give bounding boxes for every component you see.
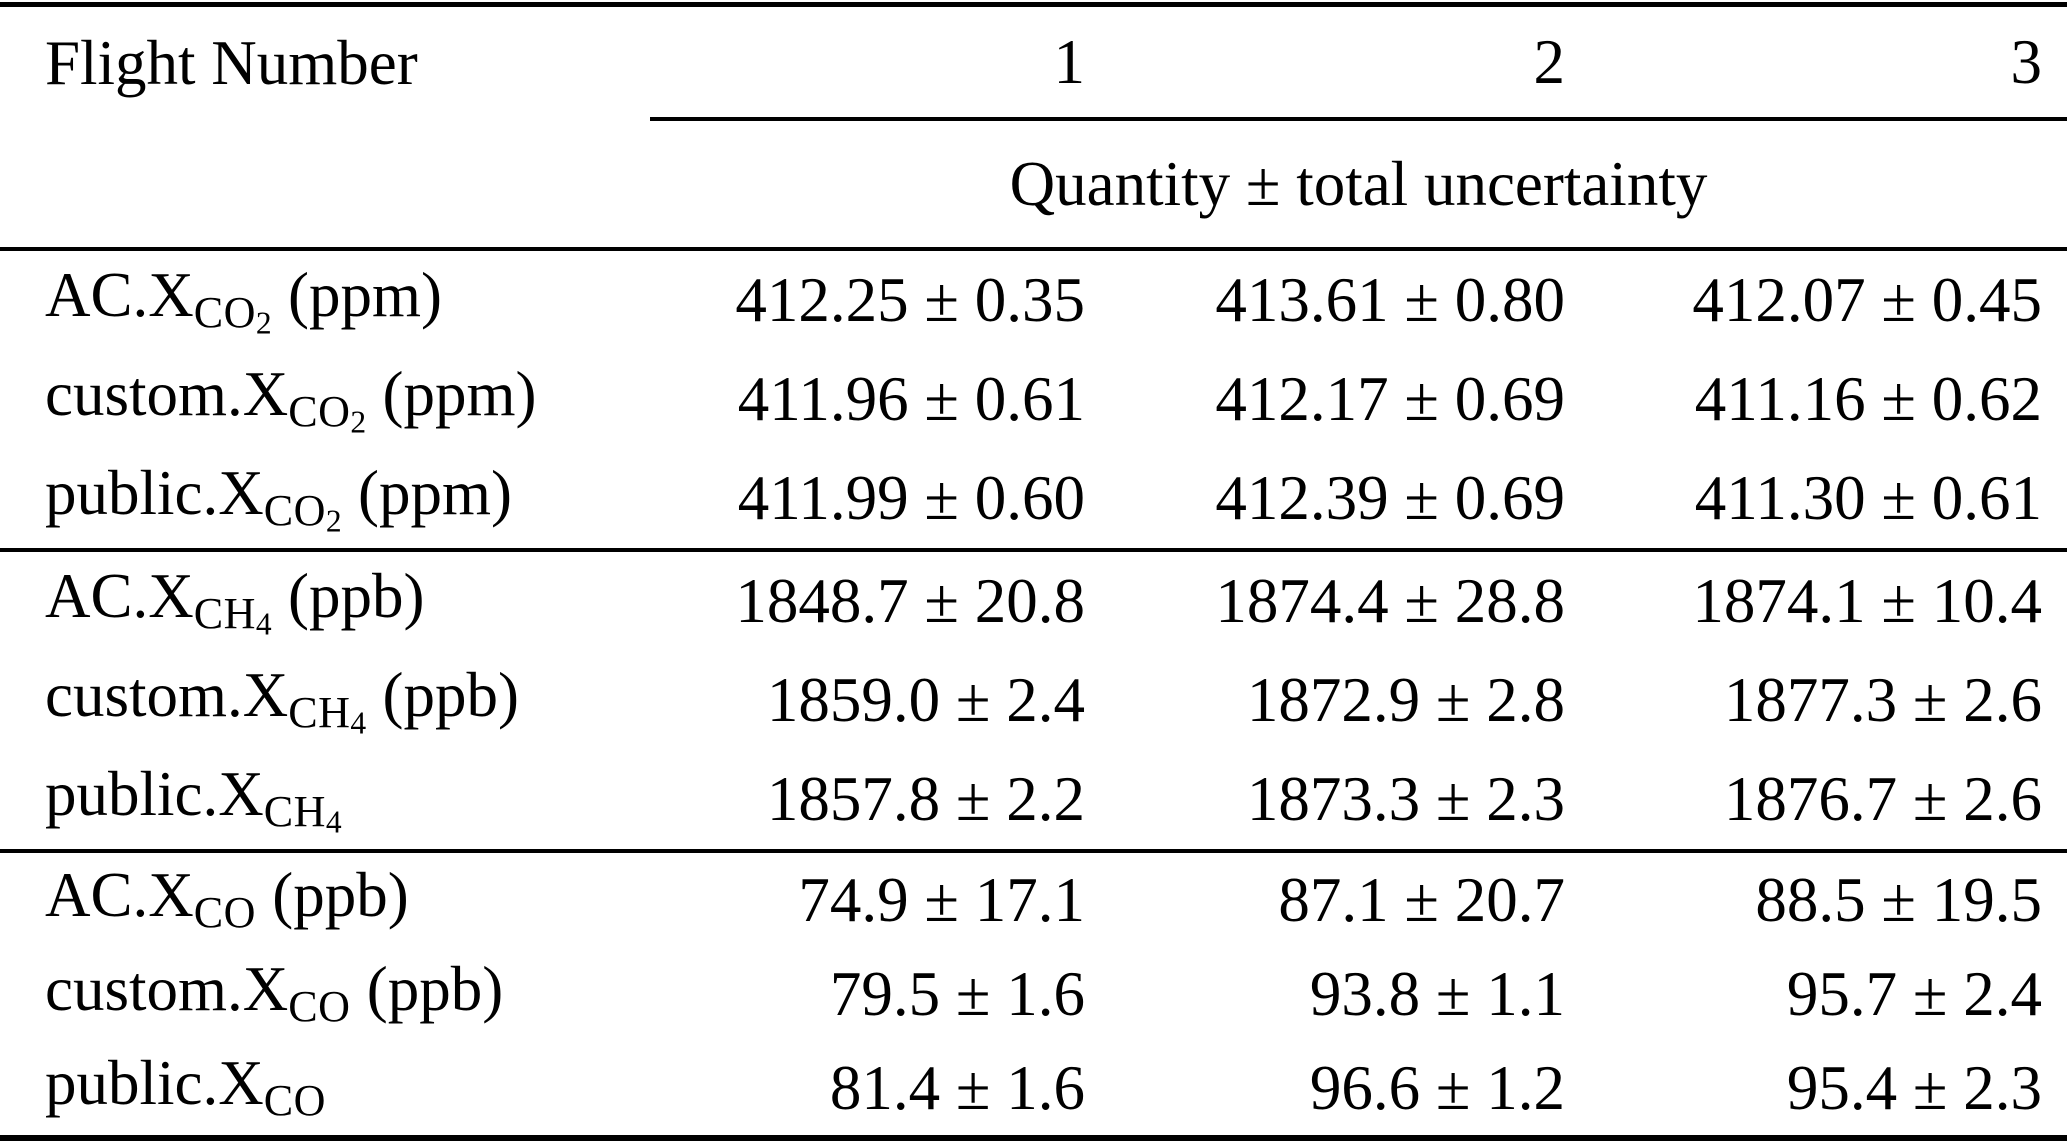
row-label-prefix: public.X (45, 458, 264, 529)
value-cell: 95.4 ± 2.3 (1786, 1052, 2042, 1123)
header-col-1: 1 (650, 4, 1085, 121)
row-label-prefix: public.X (45, 759, 264, 830)
table-row-custom-xch4: custom.XCH4 (ppb) 1859.0 ± 2.4 1872.9 ± 2… (0, 651, 2067, 750)
value-cell: 95.7 ± 2.4 (1786, 958, 2042, 1029)
row-label-unit: (ppb) (272, 859, 409, 930)
header-col-3: 3 (1565, 4, 2067, 121)
value-cell: 412.39 ± 0.69 (1085, 449, 1565, 552)
row-label-subscript: CO (263, 486, 326, 536)
value-cell: 411.99 ± 0.60 (650, 449, 1085, 552)
header-row: Flight Number 1 2 3 (0, 4, 2067, 121)
row-label: custom.XCH4 (ppb) (0, 651, 650, 750)
subheader-empty-cell (0, 119, 650, 251)
row-label-subscript: CO (193, 887, 256, 937)
row-label-prefix: AC.X (45, 561, 194, 632)
row-label: custom.XCO (ppb) (0, 947, 650, 1041)
row-label-unit: (ppm) (288, 260, 442, 331)
row-label: AC.XCH4 (ppb) (0, 550, 650, 651)
header-col-2: 2 (1085, 4, 1565, 121)
row-label-unit: (ppm) (357, 458, 512, 529)
header-flight-number: Flight Number (45, 27, 418, 98)
table-row-public-xco2: public.XCO2 (ppm) 411.99 ± 0.60 412.39 ± … (0, 449, 2067, 552)
row-label-subsubscript: 2 (325, 503, 342, 539)
row-label-prefix: AC.X (45, 859, 194, 930)
row-label-subsubscript: 4 (350, 705, 367, 741)
value-cell: 413.61 ± 0.80 (1215, 265, 1565, 335)
value-cell: 412.07 ± 0.45 (1692, 265, 2042, 335)
table-row-custom-xco: custom.XCO (ppb) 79.5 ± 1.6 93.8 ± 1.1 95… (0, 947, 2067, 1041)
value-cell: 1848.7 ± 20.8 (735, 566, 1085, 636)
value-cell: 1877.3 ± 2.6 (1723, 665, 2042, 735)
table-row-public-xco: public.XCO 81.4 ± 1.6 96.6 ± 1.2 95.4 ± … (0, 1041, 2067, 1138)
row-label-prefix: custom.X (45, 953, 289, 1024)
table-row-ac-xch4: AC.XCH4 (ppb) 1848.7 ± 20.8 1874.4 ± 28.8… (0, 550, 2067, 651)
row-label-subscript: CO (288, 387, 351, 437)
row-label-subscript: CO (263, 1075, 326, 1125)
value-cell: 411.30 ± 0.61 (1565, 449, 2067, 552)
row-label-subsubscript: 2 (350, 404, 367, 440)
row-label-unit: (ppb) (366, 953, 504, 1024)
value-cell: 411.96 ± 0.61 (737, 364, 1085, 434)
row-label: AC.XCO2 (ppm) (0, 249, 650, 350)
row-label-subscript: CH (263, 787, 326, 837)
value-cell: 79.5 ± 1.6 (829, 958, 1085, 1029)
value-cell: 1872.9 ± 2.8 (1246, 665, 1565, 735)
value-cell: 81.4 ± 1.6 (829, 1052, 1085, 1123)
value-cell: 88.5 ± 19.5 (1755, 864, 2042, 935)
row-label: custom.XCO2 (ppm) (0, 350, 650, 449)
row-label-subscript: CO (193, 288, 256, 338)
value-cell: 74.9 ± 17.1 (798, 864, 1085, 935)
table-row-ac-xco: AC.XCO (ppb) 74.9 ± 17.1 87.1 ± 20.7 88.5… (0, 851, 2067, 947)
value-cell: 96.6 ± 1.2 (1309, 1052, 1565, 1123)
row-label-subscript: CH (193, 589, 256, 639)
table-row-custom-xco2: custom.XCO2 (ppm) 411.96 ± 0.61 412.17 ± … (0, 350, 2067, 449)
row-label: public.XCH4 (0, 750, 650, 853)
value-cell: 87.1 ± 20.7 (1278, 864, 1565, 935)
table-row-public-xch4: public.XCH4 1857.8 ± 2.2 1873.3 ± 2.3 18… (0, 750, 2067, 853)
value-cell: 1857.8 ± 2.2 (650, 750, 1085, 853)
row-label-subsubscript: 2 (255, 305, 272, 341)
value-cell: 1876.7 ± 2.6 (1565, 750, 2067, 853)
row-label-subsubscript: 4 (255, 606, 272, 642)
value-cell: 1873.3 ± 2.3 (1085, 750, 1565, 853)
table-row-ac-xco2: AC.XCO2 (ppm) 412.25 ± 0.35 413.61 ± 0.80… (0, 249, 2067, 350)
row-label-prefix: public.X (45, 1047, 264, 1118)
value-cell: 1874.4 ± 28.8 (1215, 566, 1565, 636)
value-cell: 93.8 ± 1.1 (1309, 958, 1565, 1029)
row-label-prefix: custom.X (45, 359, 289, 430)
row-label-unit: (ppm) (382, 359, 537, 430)
row-label-subsubscript: 4 (325, 804, 342, 840)
value-cell: 412.25 ± 0.35 (735, 265, 1085, 335)
value-cell: 412.17 ± 0.69 (1215, 364, 1565, 434)
value-cell: 411.16 ± 0.62 (1694, 364, 2042, 434)
subheader-row: Quantity ± total uncertainty (0, 119, 2067, 251)
row-label-prefix: custom.X (45, 660, 289, 731)
row-label: public.XCO (0, 1041, 650, 1138)
value-cell: 1874.1 ± 10.4 (1692, 566, 2042, 636)
row-label-subscript: CH (288, 688, 351, 738)
value-cell: 1859.0 ± 2.4 (766, 665, 1085, 735)
subheader-quantity: Quantity ± total uncertainty (650, 119, 2067, 251)
row-label-unit: (ppb) (288, 561, 425, 632)
row-label: public.XCO2 (ppm) (0, 449, 650, 552)
row-label: AC.XCO (ppb) (0, 851, 650, 947)
row-label-subscript: CO (288, 981, 351, 1031)
row-label-prefix: AC.X (45, 260, 194, 331)
row-label-unit: (ppb) (382, 660, 519, 731)
